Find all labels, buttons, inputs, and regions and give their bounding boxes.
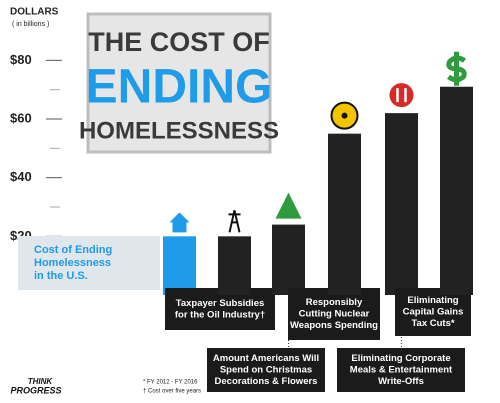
category-label: Weapons Spending [290, 320, 378, 331]
label-box [288, 288, 380, 340]
y-tick-label: $60 [10, 110, 32, 125]
icon [389, 83, 414, 108]
category-label: Capital Gains [403, 307, 464, 318]
category-label: Write-Offs [378, 376, 424, 387]
y-tick-label: $40 [10, 169, 32, 184]
icon [169, 212, 190, 233]
bar [440, 86, 473, 295]
title: THE COST OF [88, 27, 270, 57]
category-label: Taxpayer Subsidies [176, 298, 265, 309]
icon [396, 88, 407, 103]
title-box [86, 12, 272, 154]
category-label: in the U.S. [34, 270, 88, 282]
category-label: Amount Americans Will [213, 353, 319, 364]
label-box [395, 288, 471, 336]
category-label: Cost of Ending [34, 244, 112, 256]
footnote: * FY 2012 - FY 2016 [143, 380, 198, 386]
category-label: Decorations & Flowers [215, 376, 318, 387]
bar [385, 113, 418, 295]
category-label: Tax Cuts* [411, 318, 454, 329]
footnote: † Cost over five years [143, 389, 201, 395]
category-label: Eliminating [407, 295, 458, 306]
logo: THINK [28, 377, 54, 386]
category-label: Homelessness [34, 257, 111, 269]
category-label: Spend on Christmas [220, 365, 312, 376]
category-label: Responsibly [306, 297, 363, 308]
title: HOMELESSNESS [79, 117, 279, 144]
logo: PROGRESS [10, 385, 61, 395]
y-tick-label: $80 [10, 52, 32, 67]
bar [272, 224, 305, 295]
y-axis-title: DOLLARS [10, 7, 59, 18]
title: ENDING [86, 61, 273, 114]
category-label: for the Oil Industry† [175, 309, 265, 320]
label-box [18, 236, 160, 290]
category-label: Eliminating Corporate [351, 353, 450, 364]
y-axis-unit: ( in billions ) [12, 21, 49, 28]
category-label: Meals & Entertainment [350, 365, 453, 376]
bar [328, 133, 361, 295]
icon [446, 51, 467, 86]
label-box [207, 348, 325, 392]
icon [228, 210, 241, 233]
bar [218, 236, 251, 295]
icon [341, 112, 348, 119]
icon [275, 192, 302, 219]
label-box [337, 348, 465, 392]
bar [163, 236, 196, 295]
category-label: Cutting Nuclear [299, 309, 370, 320]
